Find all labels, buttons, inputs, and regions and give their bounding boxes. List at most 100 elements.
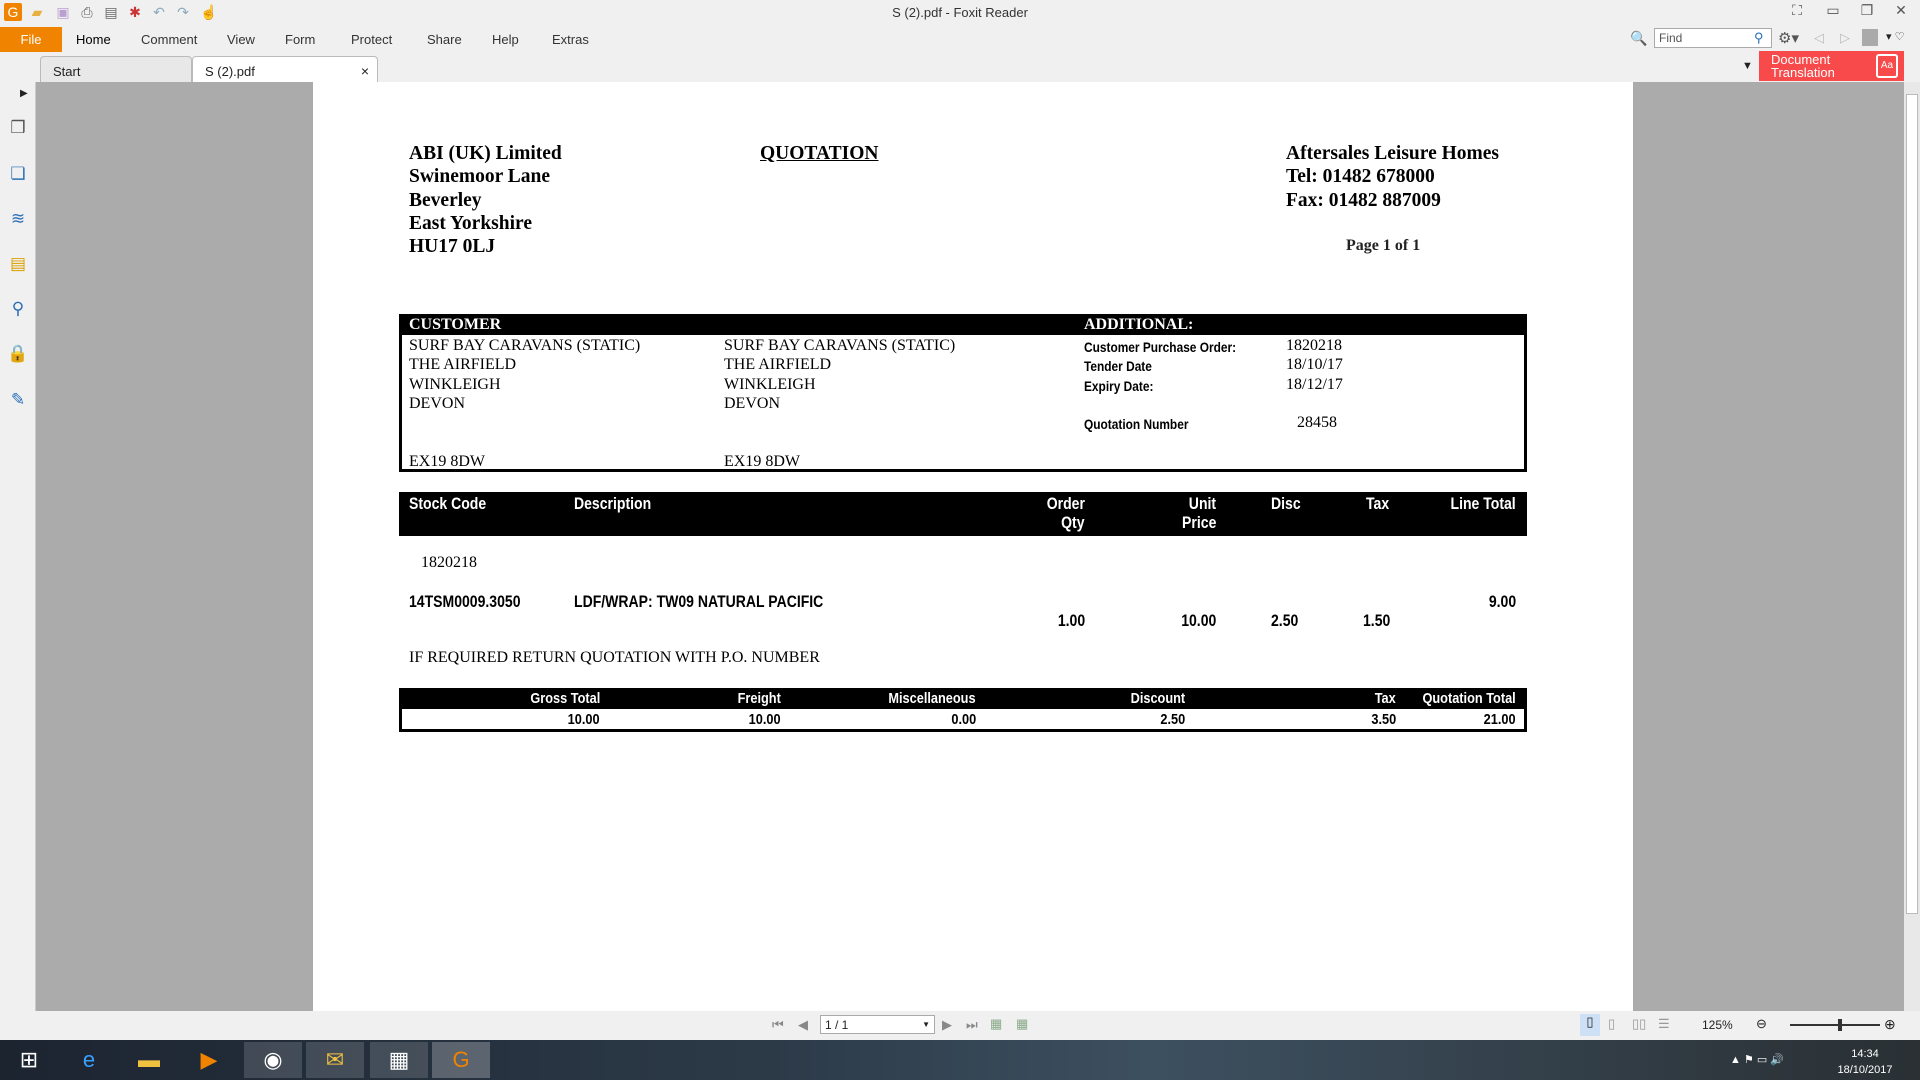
menu-help[interactable]: Help (492, 32, 519, 47)
zoom-in-icon[interactable]: ⊕ (1884, 1016, 1896, 1032)
print-icon[interactable]: ⎙ (81, 4, 93, 20)
totals-tax-value: 3.50 (1371, 711, 1396, 728)
back-icon[interactable]: ◁ (1814, 30, 1824, 45)
foxit-logo-icon: G (4, 3, 22, 21)
taskbar (0, 1040, 1920, 1080)
close-button[interactable]: ✕ (1895, 2, 1907, 18)
next-page-icon[interactable]: ▶ (942, 1017, 952, 1032)
totals-misc-value: 0.00 (951, 711, 976, 728)
translation-label-2: Translation (1771, 65, 1835, 80)
open-icon[interactable]: ▰ (31, 4, 43, 20)
title-bar: G ▰ ▣ ⎙ ▤ ✱ ↶ ↷ ☝ S (2).pdf - Foxit Read… (0, 0, 1920, 26)
save-icon[interactable]: ▣ (56, 4, 70, 20)
settings-icon[interactable]: ⚙▾ (1778, 30, 1799, 47)
page-number-field[interactable]: 1 / 1 ▼ (820, 1015, 935, 1034)
continuous-icon[interactable]: ▯ (1608, 1016, 1616, 1031)
minimize-button[interactable]: ▭ (1826, 2, 1840, 18)
menu-comment[interactable]: Comment (141, 32, 198, 47)
search-folder-icon[interactable]: 🔍 (1630, 30, 1648, 46)
customer-address-2: SURF BAY CARAVANS (STATIC) THE AIRFIELD WI… (724, 337, 956, 470)
col-disc: Disc (1271, 495, 1301, 513)
reference-number: 1820218 (421, 554, 477, 571)
totals-discount-value: 2.50 (1160, 711, 1185, 728)
search-icon[interactable]: ⚲ (1754, 30, 1764, 45)
menu-share[interactable]: Share (427, 32, 462, 47)
address-line: East Yorkshire (409, 212, 532, 234)
item-unit-price: 10.00 (1180, 612, 1216, 630)
restore-button[interactable]: ❐ (1860, 2, 1874, 18)
menu-view[interactable]: View (227, 32, 255, 47)
pages-icon[interactable]: ❏ (10, 164, 26, 183)
new-icon[interactable]: ✱ (129, 4, 141, 20)
totals-freight-value: 10.00 (749, 711, 781, 728)
clock-time: 14:34 (1851, 1048, 1879, 1060)
document-translation-button[interactable]: Document Translation Aa (1759, 51, 1904, 81)
find-input[interactable]: Find (1654, 28, 1772, 48)
prev-page-icon[interactable]: ◀ (798, 1017, 808, 1032)
zoom-slider-thumb[interactable] (1837, 1019, 1842, 1031)
first-page-icon[interactable]: ⏮ (772, 1017, 784, 1032)
zoom-slider[interactable] (1790, 1024, 1880, 1026)
security-icon[interactable]: 🔒 (7, 344, 29, 363)
facing-icon[interactable]: ▯▯ (1632, 1016, 1647, 1031)
return-note: IF REQUIRED RETURN QUOTATION WITH P.O. N… (409, 649, 820, 666)
bookmark-icon[interactable]: ❒ (10, 118, 26, 137)
clock[interactable]: 14:34 18/10/2017 (1830, 1046, 1900, 1078)
menu-extras[interactable]: Extras (552, 32, 589, 47)
calculator-icon[interactable]: ▦ (370, 1042, 428, 1078)
zoom-level[interactable]: 125% (1702, 1018, 1733, 1032)
comments-icon[interactable]: ▤ (9, 254, 27, 273)
item-order-qty: 1.00 (1057, 612, 1085, 630)
undo-icon[interactable]: ↶ (153, 4, 165, 20)
next-view-icon[interactable]: ▦ (1016, 1016, 1029, 1031)
status-bar: ⏮ ◀ 1 / 1 ▼ ▶ ⏭ ▦ ▦ ▯ ▯ ▯▯ ☰ 125% ⊖ ⊕ (0, 1011, 1920, 1039)
menu-home[interactable]: Home (76, 32, 111, 47)
window-title: S (2).pdf - Foxit Reader (892, 5, 1028, 20)
start-button-icon[interactable]: ⊞ (19, 1047, 39, 1072)
previous-view-icon[interactable]: ▦ (990, 1016, 1003, 1031)
fullscreen-icon[interactable]: ⛶ (1792, 2, 1802, 18)
last-page-icon[interactable]: ⏭ (966, 1017, 978, 1032)
tab-pdf[interactable]: S (2).pdf × (192, 56, 378, 83)
zoom-out-icon[interactable]: ⊖ (1756, 1016, 1767, 1031)
left-sidebar: ▶ ❒ ❏ ≋ ▤ ⚲ 🔒 ✎ (0, 82, 36, 1011)
continuous-facing-icon[interactable]: ☰ (1658, 1016, 1670, 1031)
col-stock-code: Stock Code (409, 495, 487, 513)
user-icon[interactable] (1862, 29, 1878, 46)
signature-icon[interactable]: ✎ (10, 390, 26, 409)
totals-box (399, 688, 1527, 732)
close-tab-icon[interactable]: × (360, 63, 369, 79)
tab-label: S (2).pdf (205, 64, 255, 79)
totals-freight-header: Freight (737, 690, 781, 707)
attachment-icon[interactable]: ⚲ (11, 299, 25, 318)
vertical-scrollbar[interactable] (1904, 82, 1920, 1011)
customer-box (399, 314, 1527, 472)
totals-discount-header: Discount (1130, 690, 1185, 707)
internet-explorer-icon[interactable]: e (82, 1047, 96, 1072)
item-description: LDF/WRAP: TW09 NATURAL PACIFIC (574, 593, 824, 611)
ribbon-collapse-icon[interactable]: ▼ (1742, 60, 1753, 72)
forward-icon[interactable]: ▷ (1840, 30, 1850, 45)
scrollbar-thumb[interactable] (1906, 94, 1918, 914)
single-page-icon[interactable]: ▯ (1580, 1014, 1600, 1036)
foxit-taskbar-icon[interactable]: G (432, 1042, 490, 1078)
outlook-icon[interactable]: ✉ (306, 1042, 364, 1078)
tab-start[interactable]: Start (40, 56, 192, 83)
chrome-icon[interactable]: ◉ (244, 1042, 302, 1078)
menu-protect[interactable]: Protect (351, 32, 393, 47)
expand-panel-icon[interactable]: ▶ (20, 88, 28, 99)
tray-icons[interactable]: ▲ ⚑ ▭ 🔊 (1730, 1054, 1785, 1066)
menu-form[interactable]: Form (285, 32, 316, 47)
additional-header: ADDITIONAL: (1084, 316, 1194, 333)
col-unit-price: Unit Price (1181, 495, 1216, 532)
redo-icon[interactable]: ↷ (177, 4, 189, 20)
menu-file[interactable]: File (0, 27, 62, 52)
dropdown-icon[interactable]: ▾ ♡ (1886, 31, 1905, 43)
address-line: Beverley (409, 189, 482, 211)
file-explorer-icon[interactable]: ▬ (138, 1047, 160, 1072)
layers-icon[interactable]: ≋ (10, 209, 26, 228)
hand-tool-icon[interactable]: ☝ (200, 4, 218, 20)
media-player-icon[interactable]: ▶ (200, 1047, 218, 1072)
properties-icon[interactable]: ▤ (104, 4, 118, 20)
totals-misc-header: Miscellaneous (888, 690, 976, 707)
